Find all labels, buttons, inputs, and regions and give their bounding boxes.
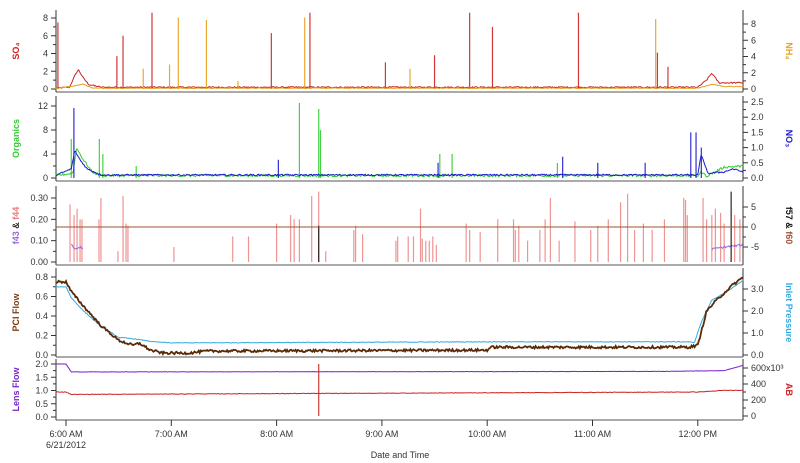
right-axis-label: f57 & f60 bbox=[784, 207, 794, 245]
x-tick-label: 10:00 AM bbox=[468, 429, 506, 439]
left-tick-label: 2.0 bbox=[35, 359, 48, 369]
inlet-pressure-series-line bbox=[55, 279, 744, 344]
right-tick-label: 5 bbox=[751, 202, 756, 212]
pci-flow-series-line bbox=[55, 276, 744, 357]
right-tick-label: 2.0 bbox=[751, 306, 764, 316]
left-axis-label: SO₄ bbox=[11, 42, 21, 59]
right-tick-label: 0.0 bbox=[751, 173, 764, 183]
right-tick-label: 6 bbox=[751, 35, 756, 45]
right-tick-label: 200 bbox=[751, 395, 766, 405]
left-tick-label: 0.6 bbox=[35, 292, 48, 302]
left-axis-label: Lens Flow bbox=[11, 367, 21, 412]
left-tick-label: 0.20 bbox=[30, 214, 48, 224]
left-tick-label: 12 bbox=[38, 101, 48, 111]
right-axis-label: Inlet Pressure bbox=[784, 283, 794, 343]
right-axis-label: NO₃ bbox=[784, 130, 794, 148]
right-tick-label: 0 bbox=[751, 84, 756, 94]
organics-series-line bbox=[55, 148, 744, 178]
right-tick-label: 1.0 bbox=[751, 143, 764, 153]
left-tick-label: 0.8 bbox=[35, 272, 48, 282]
so4-series-line bbox=[55, 68, 744, 89]
ab-series-line bbox=[55, 389, 744, 396]
right-tick-label: 1.0 bbox=[751, 328, 764, 338]
left-tick-label: 0.2 bbox=[35, 331, 48, 341]
right-tick-label: 600x10³ bbox=[751, 363, 784, 373]
left-axis-label: Organics bbox=[11, 119, 21, 158]
left-tick-label: 1.5 bbox=[35, 372, 48, 382]
right-tick-label: 1.5 bbox=[751, 127, 764, 137]
left-tick-label: 8 bbox=[43, 13, 48, 23]
right-axis-label-part: f57 bbox=[784, 207, 794, 220]
left-tick-label: 6 bbox=[43, 31, 48, 41]
left-tick-label: 4 bbox=[43, 49, 48, 59]
left-tick-label: 0.10 bbox=[30, 236, 48, 246]
x-axis-title: Date and Time bbox=[371, 450, 430, 460]
left-tick-label: 0.00 bbox=[30, 257, 48, 267]
left-tick-label: 0 bbox=[43, 84, 48, 94]
right-tick-label: 8 bbox=[751, 19, 756, 29]
left-tick-label: 0 bbox=[43, 173, 48, 183]
x-tick-date-label: 6/21/2012 bbox=[46, 440, 86, 450]
right-tick-label: 0 bbox=[751, 222, 756, 232]
right-tick-label: 4 bbox=[751, 52, 756, 62]
x-tick-label: 12:00 PM bbox=[679, 429, 718, 439]
left-tick-label: 0.30 bbox=[30, 193, 48, 203]
right-tick-label: 2 bbox=[751, 68, 756, 78]
right-tick-label: 400 bbox=[751, 379, 766, 389]
x-tick-label: 11:00 AM bbox=[574, 429, 611, 439]
left-axis-label-part: & bbox=[11, 220, 21, 232]
left-tick-label: 2 bbox=[43, 66, 48, 76]
no3-series-line bbox=[55, 150, 744, 177]
x-tick-label: 9:00 AM bbox=[365, 429, 398, 439]
right-tick-label: 3.0 bbox=[751, 284, 764, 294]
right-tick-label: -5 bbox=[751, 242, 759, 252]
x-tick-label: 7:00 AM bbox=[155, 429, 188, 439]
left-axis-label: PCI Flow bbox=[11, 293, 21, 332]
left-tick-label: 0.5 bbox=[35, 399, 48, 409]
left-tick-label: 4 bbox=[43, 149, 48, 159]
right-axis-label: AB bbox=[784, 383, 794, 396]
left-axis-label: f43 & f44 bbox=[11, 207, 21, 245]
right-axis-label-part: & bbox=[784, 220, 794, 232]
left-tick-label: 0.0 bbox=[35, 350, 48, 360]
right-axis-label: NH₄ bbox=[784, 42, 794, 59]
right-tick-label: 0.5 bbox=[751, 158, 764, 168]
right-tick-label: 2.5 bbox=[751, 97, 764, 107]
x-tick-label: 6:00 AM bbox=[49, 429, 82, 439]
f43-series-line bbox=[711, 243, 743, 251]
right-axis-label-part: f60 bbox=[784, 231, 794, 244]
right-tick-label: 2.0 bbox=[751, 112, 764, 122]
left-tick-label: 1.0 bbox=[35, 386, 48, 396]
left-tick-label: 0.0 bbox=[35, 412, 48, 422]
left-axis-label-part: f44 bbox=[11, 207, 21, 220]
lens-flow-series-line bbox=[55, 363, 744, 373]
nh4-series-line bbox=[55, 83, 744, 90]
left-tick-label: 8 bbox=[43, 125, 48, 135]
x-tick-label: 8:00 AM bbox=[260, 429, 293, 439]
right-tick-label: 0.0 bbox=[751, 350, 764, 360]
f43-series-line bbox=[70, 243, 84, 250]
left-tick-label: 0.4 bbox=[35, 311, 48, 321]
left-axis-label-part: f43 bbox=[11, 231, 21, 244]
right-tick-label: 0 bbox=[751, 411, 756, 421]
